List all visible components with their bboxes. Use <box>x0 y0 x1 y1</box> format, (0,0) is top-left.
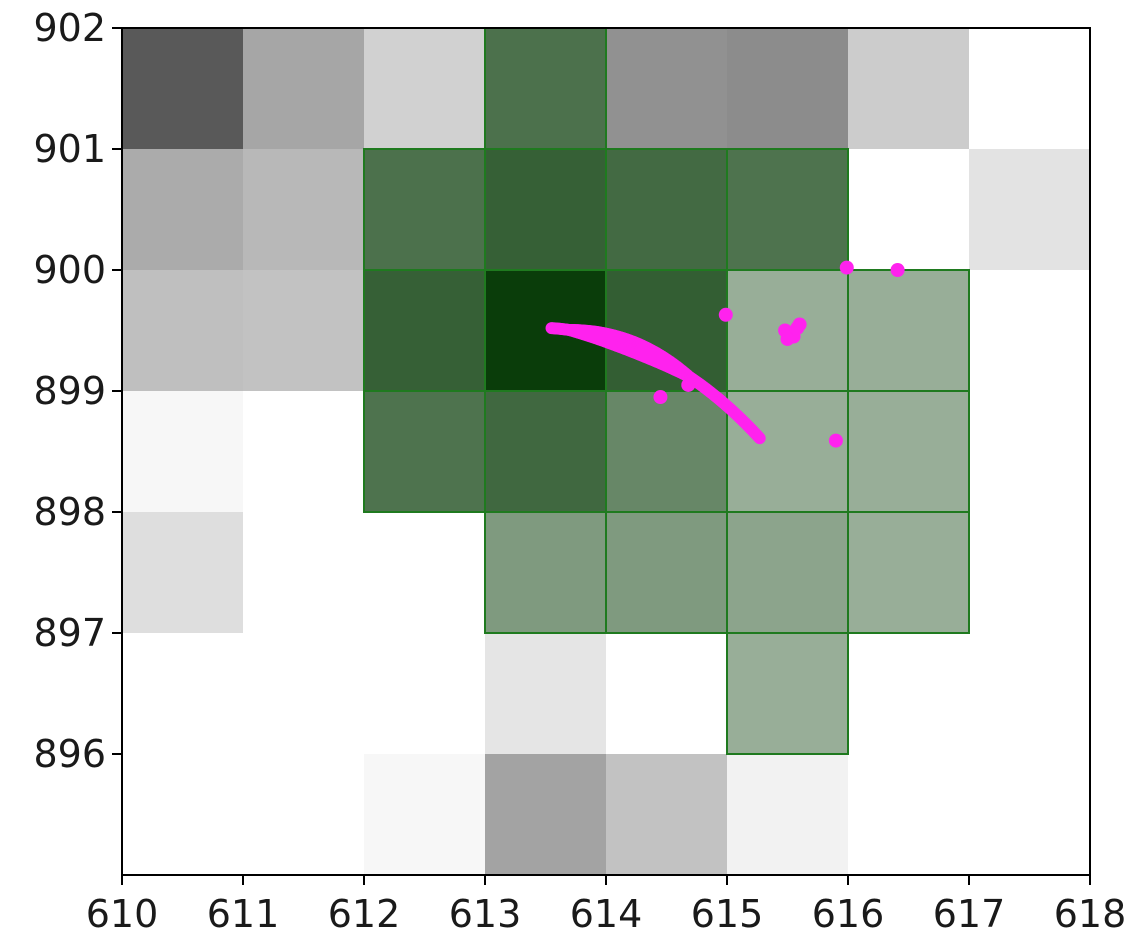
scatter-point <box>681 377 696 392</box>
y-tick-label: 900 <box>33 248 106 292</box>
green-cell-612-898 <box>363 390 486 513</box>
gray-cell-615-895 <box>727 754 848 875</box>
scatter-point <box>653 390 668 405</box>
green-cell-614-897 <box>605 511 728 634</box>
x-tick-label: 613 <box>449 892 522 936</box>
y-tick-label: 897 <box>33 611 106 655</box>
green-cell-616-897 <box>847 511 970 634</box>
gray-cell-611-899 <box>243 270 364 391</box>
green-cell-613-898 <box>484 390 607 513</box>
gray-cell-611-901 <box>243 28 364 149</box>
gray-cell-617-900 <box>969 149 1090 270</box>
scatter-point <box>780 331 795 346</box>
gray-cell-613-896 <box>485 633 606 754</box>
gray-cell-610-899 <box>122 270 243 391</box>
green-cell-616-898 <box>847 390 970 513</box>
gray-cell-615-901 <box>727 28 848 149</box>
scatter-layer <box>545 260 905 448</box>
green-cell-615-897 <box>726 511 849 634</box>
gray-cell-614-895 <box>606 754 727 875</box>
y-tick-label: 899 <box>33 369 106 413</box>
x-tick-label: 614 <box>570 892 643 936</box>
gray-cell-612-901 <box>364 28 485 149</box>
green-cell-613-900 <box>484 148 607 271</box>
y-tick-label: 901 <box>33 127 106 171</box>
x-tick-label: 618 <box>1054 892 1127 936</box>
gray-cell-610-901 <box>122 28 243 149</box>
y-tick-label: 898 <box>33 490 106 534</box>
y-tick-label: 902 <box>33 6 106 50</box>
green-cell-616-899 <box>847 269 970 392</box>
gray-cell-611-900 <box>243 149 364 270</box>
x-tick-label: 616 <box>812 892 885 936</box>
green-cell-612-900 <box>363 148 486 271</box>
green-cell-615-896 <box>726 632 849 755</box>
gray-cell-616-901 <box>848 28 969 149</box>
x-tick-label: 610 <box>86 892 159 936</box>
green-cell-614-898 <box>605 390 728 513</box>
gray-cell-610-898 <box>122 391 243 512</box>
scatter-point <box>753 432 766 445</box>
green-cell-612-899 <box>363 269 486 392</box>
scatter-point <box>718 307 733 322</box>
green-cell-614-899 <box>605 269 728 392</box>
gray-cell-614-901 <box>606 28 727 149</box>
scatter-point <box>890 263 905 277</box>
green-cell-layer <box>363 27 970 755</box>
gray-cell-613-895 <box>485 754 606 875</box>
gray-cell-612-895 <box>364 754 485 875</box>
green-cell-613-901 <box>484 27 607 150</box>
gray-cell-610-897 <box>122 512 243 633</box>
green-cell-615-898 <box>726 390 849 513</box>
green-cell-615-900 <box>726 148 849 271</box>
x-tick-label: 615 <box>691 892 764 936</box>
gray-cell-610-900 <box>122 149 243 270</box>
green-cell-614-900 <box>605 148 728 271</box>
green-cell-613-897 <box>484 511 607 634</box>
gray-cell-layer <box>122 28 1090 875</box>
scatter-point <box>839 260 854 275</box>
axes: 610 611 612 613 614 615 616 617 618 896 897 898 899 9… <box>33 6 1126 936</box>
scatter-point <box>828 433 843 448</box>
x-tick-label: 617 <box>933 892 1006 936</box>
y-tick-label: 896 <box>33 732 106 776</box>
x-tick-label: 611 <box>207 892 280 936</box>
scatter-point <box>790 321 805 336</box>
x-tick-label: 612 <box>328 892 401 936</box>
